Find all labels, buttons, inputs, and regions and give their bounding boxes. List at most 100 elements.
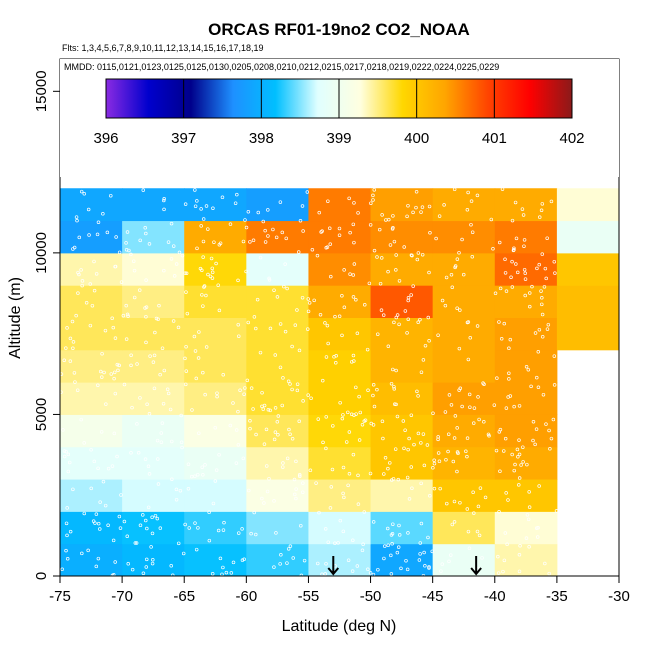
observation-point	[87, 233, 91, 237]
observation-point	[222, 520, 226, 525]
observation-point	[514, 236, 519, 241]
observation-point	[79, 189, 84, 194]
observation-point	[143, 518, 148, 523]
heatmap-cell	[370, 220, 434, 254]
observation-point	[193, 204, 198, 208]
observation-point	[158, 372, 162, 377]
observation-point	[150, 561, 155, 566]
observation-point	[403, 309, 408, 313]
observation-point	[215, 394, 219, 399]
observation-point	[124, 303, 128, 308]
observation-point	[410, 253, 414, 258]
observation-point	[315, 253, 320, 258]
observation-point	[110, 573, 115, 578]
x-tick-label: -65	[173, 588, 195, 605]
heatmap-cell	[184, 446, 247, 480]
observation-point	[138, 396, 142, 400]
observation-point	[92, 288, 97, 293]
observation-point	[498, 469, 502, 474]
observation-point	[126, 314, 130, 318]
observation-point	[210, 270, 215, 275]
observation-point	[360, 422, 365, 427]
observation-point	[258, 255, 263, 260]
observation-point	[409, 413, 414, 417]
observation-point	[308, 468, 313, 473]
observation-point	[428, 231, 432, 235]
observation-point	[143, 226, 147, 230]
observation-point	[361, 542, 365, 547]
observation-point	[418, 541, 423, 545]
observation-point	[545, 236, 549, 240]
observation-point	[162, 197, 166, 201]
observation-point	[200, 293, 204, 297]
observation-point	[61, 428, 65, 432]
observation-point	[174, 487, 179, 492]
observation-point	[224, 570, 229, 575]
observation-point	[316, 561, 320, 566]
observation-point	[79, 417, 83, 422]
observation-point	[262, 403, 267, 408]
observation-point	[527, 505, 532, 509]
observation-point	[397, 279, 402, 283]
observation-point	[299, 573, 304, 578]
observation-point	[395, 313, 400, 317]
observation-point	[103, 503, 108, 508]
observation-point	[77, 235, 82, 240]
observation-point	[446, 449, 450, 454]
observation-point	[236, 443, 241, 447]
observation-point	[302, 558, 307, 563]
observation-point	[88, 323, 93, 328]
observation-point	[75, 388, 80, 392]
observation-point	[62, 449, 67, 453]
x-tick-label: -30	[608, 588, 630, 605]
observation-point	[452, 520, 457, 524]
observation-point	[476, 395, 480, 399]
observation-point	[427, 339, 431, 343]
observation-point	[82, 511, 87, 516]
observation-point	[494, 448, 499, 453]
observation-point	[244, 269, 248, 274]
observation-point	[475, 193, 480, 198]
observation-point	[110, 316, 114, 321]
observation-point	[306, 327, 310, 331]
observation-point	[126, 562, 131, 566]
observation-point	[391, 522, 395, 526]
observation-point	[72, 245, 77, 250]
observation-point	[294, 496, 298, 501]
observation-point	[432, 461, 437, 466]
observation-point	[471, 421, 476, 425]
observation-point	[324, 355, 329, 359]
observation-point	[153, 513, 158, 518]
observation-point	[274, 531, 278, 535]
observation-point	[254, 326, 258, 331]
colorbar-tick-label: 402	[559, 130, 584, 147]
observation-point	[444, 457, 448, 462]
observation-point	[210, 266, 215, 271]
observation-point	[200, 268, 204, 273]
observation-point	[86, 207, 91, 212]
observation-point	[375, 255, 379, 259]
heatmap-cell	[122, 285, 185, 318]
observation-point	[337, 233, 342, 237]
observation-point	[421, 432, 426, 436]
observation-point	[221, 565, 225, 570]
observation-point	[326, 199, 330, 203]
heatmap-cell	[308, 220, 372, 254]
observation-point	[184, 382, 188, 387]
heatmap-cell	[246, 382, 309, 415]
observation-point	[101, 212, 105, 216]
observation-point	[517, 483, 521, 487]
observation-point	[318, 313, 323, 317]
observation-point	[300, 490, 305, 495]
observation-point	[114, 235, 118, 239]
observation-point	[68, 529, 73, 534]
observation-point	[179, 440, 184, 445]
observation-point	[202, 285, 206, 289]
observation-point	[249, 531, 253, 536]
observation-point	[512, 468, 516, 473]
observation-point	[341, 491, 345, 496]
observation-point	[64, 346, 68, 350]
observation-point	[515, 447, 520, 452]
observation-point	[193, 188, 197, 192]
observation-point	[476, 504, 481, 509]
